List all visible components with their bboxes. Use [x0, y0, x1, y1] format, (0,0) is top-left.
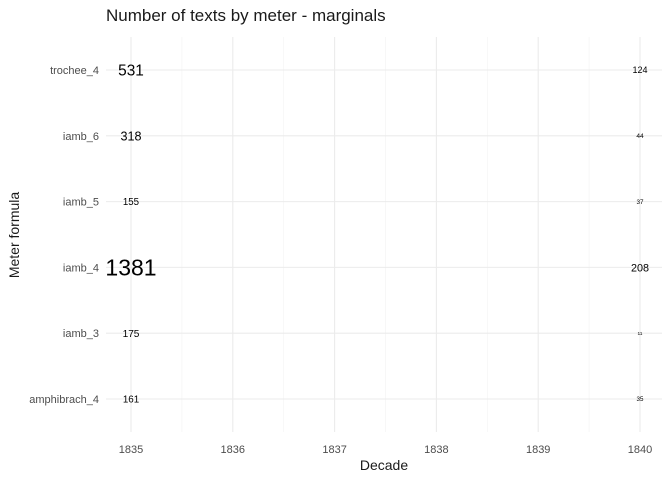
data-label: 161	[123, 395, 139, 406]
data-label: 11	[638, 331, 643, 337]
y-tick-label: iamb_5	[63, 197, 99, 209]
data-label: 37	[636, 199, 644, 206]
data-labels: 161 175 1381 155 318 531 35 11 208 37 44 124	[105, 63, 649, 406]
x-tick-label: 1836	[221, 444, 245, 456]
y-tick-label: iamb_6	[63, 131, 99, 143]
x-tick-label: 1835	[119, 444, 143, 456]
data-label: 155	[123, 197, 139, 208]
data-label: 124	[632, 65, 647, 75]
x-tick-label: 1838	[424, 444, 448, 456]
y-axis-title: Meter formula	[6, 192, 22, 279]
data-label: 1381	[105, 255, 156, 281]
data-label: 208	[631, 262, 649, 274]
data-label: 175	[123, 329, 140, 340]
data-label: 35	[637, 396, 644, 403]
x-axis-title: Decade	[360, 457, 408, 473]
data-label: 531	[118, 63, 144, 80]
chart-title: Number of texts by meter - marginals	[106, 6, 386, 25]
y-tick-labels: amphibrach_4 iamb_3 iamb_4 iamb_5 iamb_6 troc…	[29, 65, 99, 406]
x-tick-labels: 1835 1836 1837 1838 1839 1840	[119, 444, 652, 456]
grid	[106, 37, 662, 432]
data-label: 318	[120, 129, 141, 143]
y-tick-label: iamb_4	[63, 262, 99, 274]
x-tick-label: 1840	[628, 444, 652, 456]
y-tick-label: amphibrach_4	[29, 394, 99, 406]
x-tick-label: 1839	[526, 444, 550, 456]
y-tick-label: iamb_3	[63, 328, 99, 340]
y-tick-label: trochee_4	[50, 65, 99, 77]
data-label: 44	[636, 133, 644, 140]
x-tick-label: 1837	[322, 444, 346, 456]
